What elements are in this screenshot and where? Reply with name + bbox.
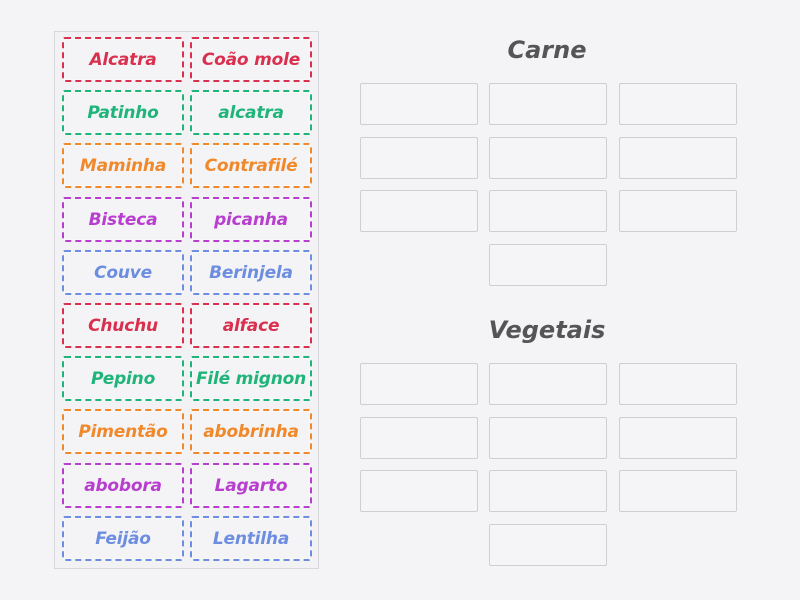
drop-slot-carne[interactable]: [489, 137, 607, 179]
draggable-card[interactable]: Contrafilé: [190, 143, 312, 188]
drop-slot-carne[interactable]: [360, 190, 478, 232]
draggable-card[interactable]: Lentilha: [190, 516, 312, 561]
draggable-card[interactable]: alface: [190, 303, 312, 348]
drop-slot-vegetais[interactable]: [619, 363, 737, 405]
drop-slot-carne[interactable]: [619, 83, 737, 125]
drop-slot-carne[interactable]: [360, 137, 478, 179]
drop-slot-vegetais[interactable]: [360, 417, 478, 459]
draggable-card[interactable]: Alcatra: [62, 37, 184, 82]
draggable-card[interactable]: Bisteca: [62, 197, 184, 242]
draggable-card[interactable]: alcatra: [190, 90, 312, 135]
group-title-carne: Carne: [507, 36, 587, 64]
draggable-card[interactable]: abobrinha: [190, 409, 312, 454]
drop-slot-vegetais[interactable]: [619, 470, 737, 512]
draggable-card[interactable]: abobora: [62, 463, 184, 508]
draggable-card[interactable]: Patinho: [62, 90, 184, 135]
draggable-card[interactable]: Lagarto: [190, 463, 312, 508]
drop-slot-carne[interactable]: [489, 190, 607, 232]
group-title-vegetais: Vegetais: [488, 316, 606, 344]
draggable-card[interactable]: Couve: [62, 250, 184, 295]
drop-slot-vegetais[interactable]: [489, 363, 607, 405]
drop-slot-vegetais[interactable]: [489, 470, 607, 512]
draggable-card[interactable]: Berinjela: [190, 250, 312, 295]
drop-slot-carne[interactable]: [360, 83, 478, 125]
drop-slot-carne[interactable]: [489, 244, 607, 286]
drop-slot-vegetais[interactable]: [619, 417, 737, 459]
drop-slot-vegetais[interactable]: [360, 363, 478, 405]
draggable-card[interactable]: Pimentão: [62, 409, 184, 454]
draggable-card[interactable]: Feijão: [62, 516, 184, 561]
draggable-card[interactable]: Pepino: [62, 356, 184, 401]
draggable-card[interactable]: Chuchu: [62, 303, 184, 348]
drop-slot-carne[interactable]: [619, 137, 737, 179]
draggable-card[interactable]: Filé mignon: [190, 356, 312, 401]
drop-slot-vegetais[interactable]: [360, 470, 478, 512]
draggable-card[interactable]: Maminha: [62, 143, 184, 188]
drop-slot-vegetais[interactable]: [489, 417, 607, 459]
drop-slot-carne[interactable]: [619, 190, 737, 232]
drop-slot-vegetais[interactable]: [489, 524, 607, 566]
draggable-card[interactable]: Coão mole: [190, 37, 312, 82]
draggable-card[interactable]: picanha: [190, 197, 312, 242]
drop-slot-carne[interactable]: [489, 83, 607, 125]
